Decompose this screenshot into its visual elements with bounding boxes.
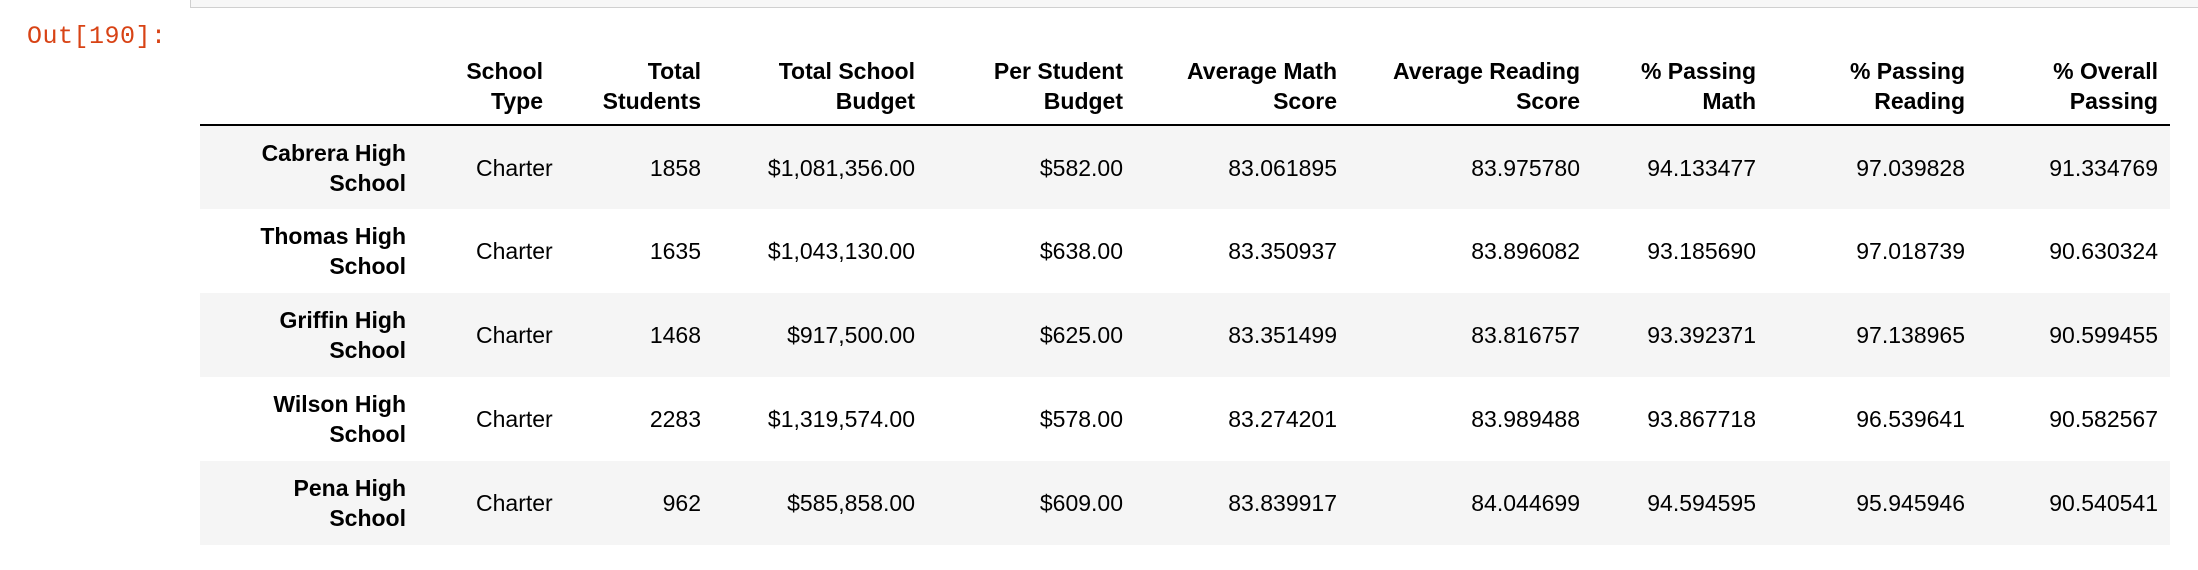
cell-per-student-budget: $625.00 bbox=[1039, 322, 1123, 348]
table-row: Griffin High School Charter 1468 $917,50… bbox=[200, 293, 2170, 377]
cell-overall-passing: 90.582567 bbox=[2049, 406, 2158, 432]
cell-per-student-budget: $582.00 bbox=[1039, 154, 1123, 181]
output-prompt: Out[190]: bbox=[27, 22, 167, 51]
cell-total-students: 962 bbox=[662, 490, 701, 516]
col-header-total-school-budget: Total School Budget bbox=[713, 56, 927, 126]
cell-school-type: Charter bbox=[476, 322, 553, 348]
cell-avg-reading: 84.044699 bbox=[1471, 490, 1580, 516]
col-header-average-math-score: Average Math Score bbox=[1135, 56, 1349, 126]
header-row: School Type Total Students Total School … bbox=[200, 56, 2170, 126]
cell-overall-passing: 90.540541 bbox=[2049, 490, 2158, 516]
col-header-passing-reading: % Passing Reading bbox=[1768, 56, 1977, 126]
col-header-average-reading-score: Average Reading Score bbox=[1349, 56, 1592, 126]
cell-total-students: 2283 bbox=[649, 406, 701, 432]
cell-per-student-budget: $638.00 bbox=[1039, 238, 1123, 264]
cell-overall-passing: 90.630324 bbox=[2049, 238, 2158, 264]
table-row: Pena High School Charter 962 $585,858.00… bbox=[200, 461, 2170, 545]
cell-pass-reading: 95.945946 bbox=[1856, 490, 1965, 516]
col-header-per-student-budget: Per Student Budget bbox=[927, 56, 1135, 126]
cell-avg-math: 83.350937 bbox=[1228, 238, 1337, 264]
cell-total-budget: $585,858.00 bbox=[787, 490, 915, 516]
cell-pass-reading: 97.039828 bbox=[1856, 154, 1965, 181]
cell-per-student-budget: $609.00 bbox=[1039, 490, 1123, 516]
cell-pass-reading: 97.018739 bbox=[1856, 238, 1965, 264]
table-row: Cabrera High School Charter 1858 $1,081,… bbox=[200, 125, 2170, 209]
cell-school-type: Charter bbox=[476, 238, 553, 264]
cell-pass-math: 93.392371 bbox=[1647, 322, 1756, 348]
cell-overall-passing: 91.334769 bbox=[2049, 154, 2158, 181]
cell-pass-reading: 96.539641 bbox=[1856, 406, 1965, 432]
col-header-total-students: Total Students bbox=[555, 56, 713, 126]
cell-school-type: Charter bbox=[476, 154, 553, 181]
col-header-overall-passing: % Overall Passing bbox=[1977, 56, 2170, 126]
row-index-school: Thomas High School bbox=[260, 223, 406, 279]
cell-pass-math: 94.133477 bbox=[1647, 154, 1756, 181]
cell-avg-reading: 83.989488 bbox=[1471, 406, 1580, 432]
index-header bbox=[200, 56, 418, 126]
cell-school-type: Charter bbox=[476, 406, 553, 432]
previous-input-cell[interactable] bbox=[190, 0, 2198, 8]
cell-pass-math: 93.185690 bbox=[1647, 238, 1756, 264]
cell-school-type: Charter bbox=[476, 490, 553, 516]
cell-pass-reading: 97.138965 bbox=[1856, 322, 1965, 348]
cell-per-student-budget: $578.00 bbox=[1039, 406, 1123, 432]
row-index-school: Wilson High School bbox=[273, 391, 406, 447]
table-row: Thomas High School Charter 1635 $1,043,1… bbox=[200, 209, 2170, 293]
cell-total-students: 1635 bbox=[649, 238, 701, 264]
cell-total-budget: $1,043,130.00 bbox=[767, 238, 915, 264]
cell-total-students: 1468 bbox=[649, 322, 701, 348]
cell-avg-math: 83.351499 bbox=[1228, 322, 1337, 348]
cell-pass-math: 94.594595 bbox=[1647, 490, 1756, 516]
dataframe-table: School Type Total Students Total School … bbox=[200, 56, 2170, 545]
cell-avg-math: 83.839917 bbox=[1228, 490, 1337, 516]
col-header-school-type: School Type bbox=[418, 56, 555, 126]
cell-total-budget: $917,500.00 bbox=[787, 322, 915, 348]
cell-avg-reading: 83.816757 bbox=[1471, 322, 1580, 348]
cell-avg-reading: 83.975780 bbox=[1471, 154, 1580, 181]
table-row: Wilson High School Charter 2283 $1,319,5… bbox=[200, 377, 2170, 461]
cell-pass-math: 93.867718 bbox=[1647, 406, 1756, 432]
cell-overall-passing: 90.599455 bbox=[2049, 322, 2158, 348]
cell-total-students: 1858 bbox=[649, 154, 701, 181]
cell-avg-reading: 83.896082 bbox=[1471, 238, 1580, 264]
cell-avg-math: 83.061895 bbox=[1228, 154, 1337, 181]
cell-avg-math: 83.274201 bbox=[1228, 406, 1337, 432]
col-header-passing-math: % Passing Math bbox=[1592, 56, 1768, 126]
cell-total-budget: $1,081,356.00 bbox=[767, 154, 915, 181]
row-index-school: Cabrera High School bbox=[261, 139, 406, 196]
row-index-school: Pena High School bbox=[293, 475, 406, 531]
cell-total-budget: $1,319,574.00 bbox=[767, 406, 915, 432]
row-index-school: Griffin High School bbox=[279, 307, 406, 363]
